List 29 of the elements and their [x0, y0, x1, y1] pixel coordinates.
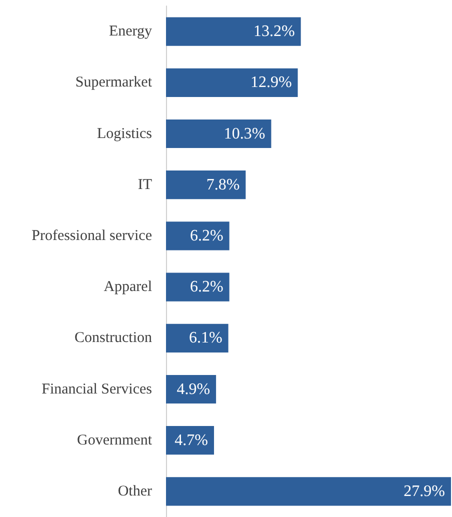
y-tick-label: Apparel: [104, 279, 152, 296]
data-label: 12.9%: [250, 74, 292, 92]
data-label: 10.3%: [224, 125, 266, 142]
bar: [166, 324, 228, 352]
data-label: 6.2%: [190, 227, 224, 244]
bar: [166, 17, 301, 46]
y-tick-label: Energy: [108, 24, 152, 40]
y-tick-label: Financial Services: [42, 381, 152, 398]
bar: [166, 170, 246, 200]
data-label: 7.8%: [206, 176, 240, 194]
bar: [166, 477, 451, 506]
data-label: 27.9%: [404, 482, 445, 500]
y-tick-label: Supermarket: [75, 74, 153, 91]
data-label: 4.9%: [176, 380, 210, 398]
y-tick-label: Logistics: [97, 126, 152, 142]
y-tick-label: Professional service: [32, 228, 152, 244]
bar: [166, 272, 230, 302]
bar: [166, 68, 298, 97]
y-tick-label: Government: [77, 432, 153, 448]
bar: [166, 222, 230, 250]
bar: [166, 426, 214, 455]
bar: [166, 119, 272, 148]
y-tick-label: IT: [138, 176, 152, 193]
data-label: 6.2%: [190, 278, 224, 296]
data-label: 6.1%: [188, 330, 222, 347]
y-tick-label: Other: [118, 483, 152, 500]
data-label: 4.7%: [174, 432, 208, 449]
data-label: 13.2%: [254, 23, 295, 40]
y-tick-label: Construction: [74, 330, 152, 346]
